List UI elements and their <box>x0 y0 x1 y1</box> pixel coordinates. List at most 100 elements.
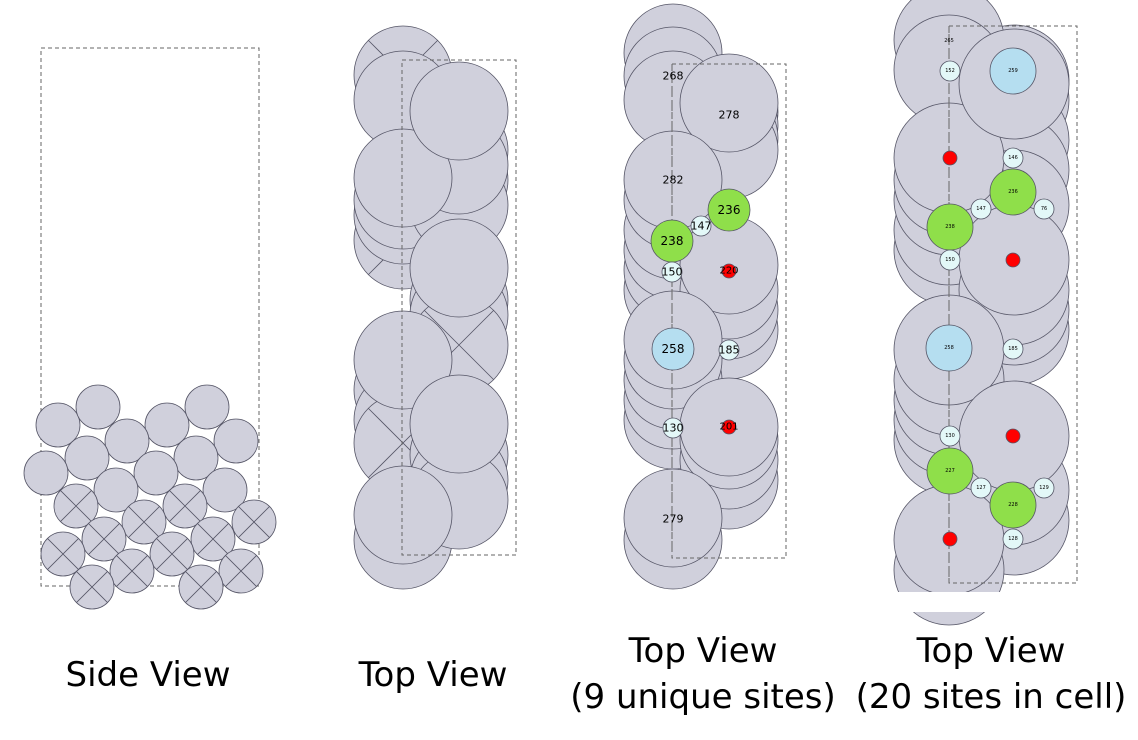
site-label: 150 <box>945 257 955 263</box>
site-small-circle <box>718 339 740 361</box>
atom-cross-mark <box>225 555 257 587</box>
site-red-circle <box>721 419 737 435</box>
atom-cross-mark <box>47 538 79 570</box>
caption-line: Side View <box>65 655 231 695</box>
site-label: 258 <box>662 342 685 356</box>
site-blue-circle <box>925 324 973 372</box>
site-small-circle <box>1002 528 1024 550</box>
atom-cross-mark <box>185 571 217 603</box>
site-label: 201 <box>719 422 738 433</box>
site-label: 238 <box>945 224 955 230</box>
site-label: 220 <box>719 266 738 277</box>
atom-cross-mark <box>76 571 108 603</box>
panel-bottom-mask <box>876 592 1116 612</box>
atom-circle <box>409 374 509 474</box>
site-label: 76 <box>1041 206 1047 212</box>
site-small-circle <box>1033 477 1055 499</box>
atom-circle <box>213 418 259 464</box>
atom-cross-mark <box>238 506 270 538</box>
unit-cell-outline <box>40 47 260 587</box>
unit-cell-outline <box>948 25 1078 584</box>
atom-circle <box>353 310 453 410</box>
atom-cross-mark <box>128 506 160 538</box>
unit-cell-outline <box>401 59 517 556</box>
site-label: 236 <box>1008 189 1018 195</box>
atom-circle <box>623 468 723 568</box>
atom-circle <box>93 467 139 513</box>
atom-cross-mark <box>60 490 92 522</box>
atom-cross-mark <box>88 523 120 555</box>
caption-line: Top View <box>916 631 1066 671</box>
site-red-circle <box>1005 252 1021 268</box>
atom-cross-mark <box>169 490 201 522</box>
site-small-circle <box>1002 147 1024 169</box>
atom-cross-mark <box>197 523 229 555</box>
site-small-circle <box>1033 198 1055 220</box>
atom-circle <box>409 218 509 318</box>
caption-line: (20 sites in cell) <box>855 677 1127 717</box>
atom-circle <box>679 53 779 153</box>
atom-circle <box>409 61 509 161</box>
site-label: 236 <box>718 203 741 217</box>
site-label: 147 <box>976 206 986 212</box>
site-small-circle <box>939 249 961 271</box>
site-label: 238 <box>661 234 684 248</box>
panel-top-view-20-sites: 265 152 259 146 236 147 76 238 150 258 185 130 227 12… <box>876 0 1116 626</box>
site-small-circle <box>690 215 712 237</box>
site-label: 227 <box>945 468 955 474</box>
site-label: 147 <box>691 220 712 233</box>
site-green-circle <box>707 188 751 232</box>
caption-top-view: Top View <box>333 652 533 698</box>
atom-circle <box>104 418 150 464</box>
site-red-circle <box>721 263 737 279</box>
atom-circle <box>23 450 69 496</box>
panel-top-view-9-sites: 268 278 282 279 236 238 147 150 220 258 185 130 201 <box>623 3 787 590</box>
panel-side-view <box>23 47 277 610</box>
site-label: 185 <box>719 344 740 357</box>
atom-circle <box>353 465 453 565</box>
site-label: 279 <box>663 513 684 526</box>
site-green-circle <box>926 447 974 495</box>
site-green-circle <box>989 168 1037 216</box>
site-red-circle <box>942 531 958 547</box>
atom-circle <box>173 435 219 481</box>
site-label: 265 <box>944 38 954 44</box>
site-label: 228 <box>1008 502 1018 508</box>
site-label: 127 <box>976 485 986 491</box>
site-label: 146 <box>1008 155 1018 161</box>
site-label: 129 <box>1039 485 1049 491</box>
atom-circle <box>75 384 121 430</box>
site-label: 268 <box>663 70 684 83</box>
atom-circle <box>184 384 230 430</box>
site-red-circle <box>942 150 958 166</box>
site-blue-circle <box>651 327 695 371</box>
site-small-circle <box>970 477 992 499</box>
atom-circle <box>64 435 110 481</box>
atom-circle <box>202 467 248 513</box>
atom-circle <box>133 450 179 496</box>
site-small-circle <box>970 198 992 220</box>
site-blue-circle <box>989 47 1037 95</box>
caption-top-view-20-sites: Top View (20 sites in cell) <box>846 628 1136 720</box>
site-red-circle <box>1005 428 1021 444</box>
caption-line: Top View <box>628 631 778 671</box>
site-label: 259 <box>1008 68 1018 74</box>
site-green-circle <box>989 481 1037 529</box>
site-label: 130 <box>663 422 684 435</box>
site-small-circle <box>939 60 961 82</box>
site-label: 150 <box>662 266 683 279</box>
site-small-circle <box>661 261 683 283</box>
atom-circle <box>353 128 453 228</box>
site-small-circle <box>939 425 961 447</box>
caption-line: (9 unique sites) <box>570 677 836 717</box>
site-label: 258 <box>944 345 954 351</box>
panel-top-view <box>353 25 517 590</box>
site-label: 185 <box>1008 346 1018 352</box>
caption-line: Top View <box>358 655 508 695</box>
atom-cross-mark <box>116 555 148 587</box>
caption-side-view: Side View <box>48 652 248 698</box>
caption-top-view-9-sites: Top View (9 unique sites) <box>553 628 853 720</box>
site-small-circle <box>662 417 684 439</box>
site-label: 130 <box>945 433 955 439</box>
atom-circle <box>35 402 81 448</box>
